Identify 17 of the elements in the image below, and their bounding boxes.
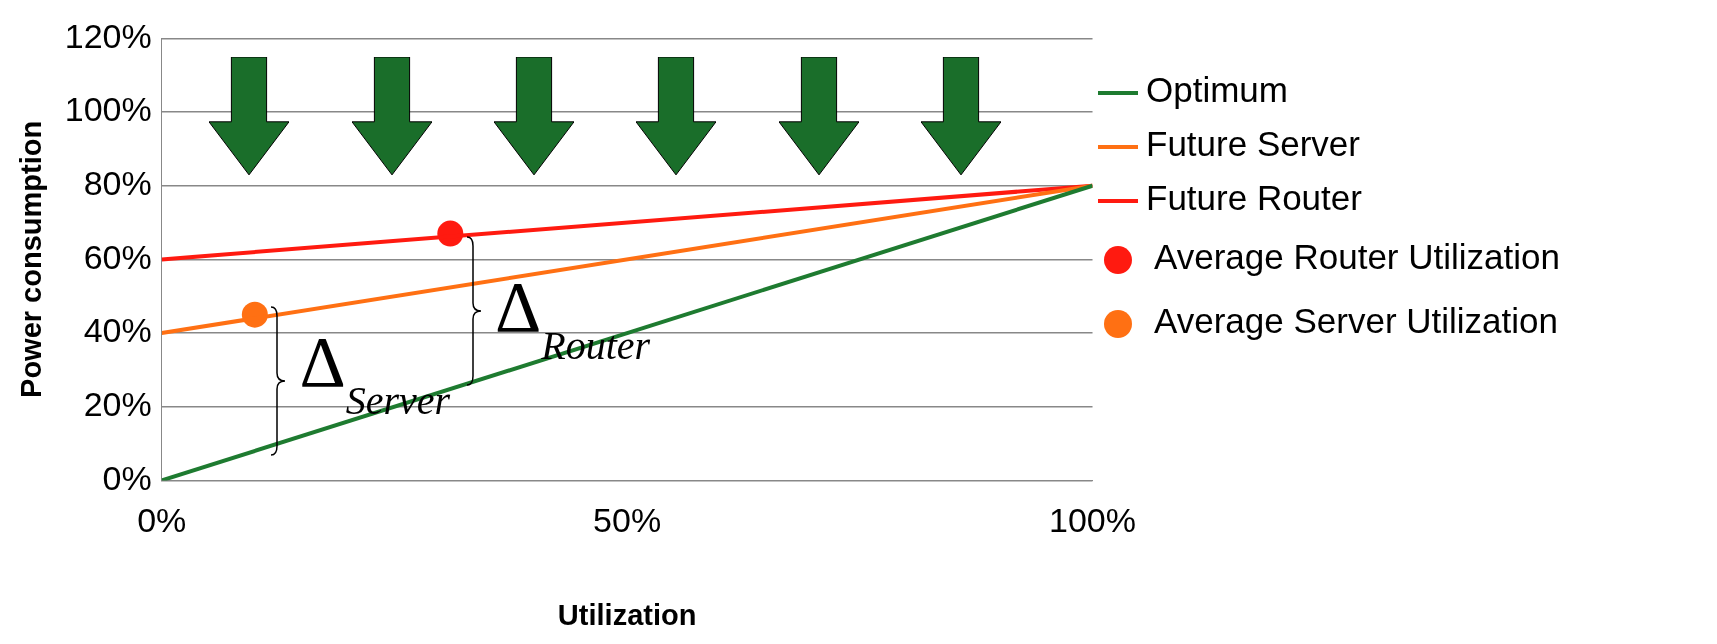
legend-label: Optimum [1146,70,1288,110]
y-axis-title: Power consumption [15,120,48,398]
legend-label: Average Router Utilization [1154,237,1560,277]
x-tick-label: 0% [137,501,187,540]
y-tick-label: 20% [83,385,152,424]
y-tick-label: 100% [64,90,152,129]
y-tick-label: 0% [102,458,152,497]
y-tick-label: 80% [83,164,152,203]
x-tick-label: 50% [593,501,662,540]
x-axis-title: Utilization [557,598,697,631]
y-tick-label: 60% [83,237,152,276]
y-tick-label: 40% [83,311,152,350]
y-tick-label: 120% [64,16,152,55]
x-tick-label: 100% [1049,501,1136,540]
legend-label: Future Server [1146,124,1360,164]
legend-label: Average Server Utilization [1154,301,1558,341]
legend-label: Future Router [1146,178,1362,218]
